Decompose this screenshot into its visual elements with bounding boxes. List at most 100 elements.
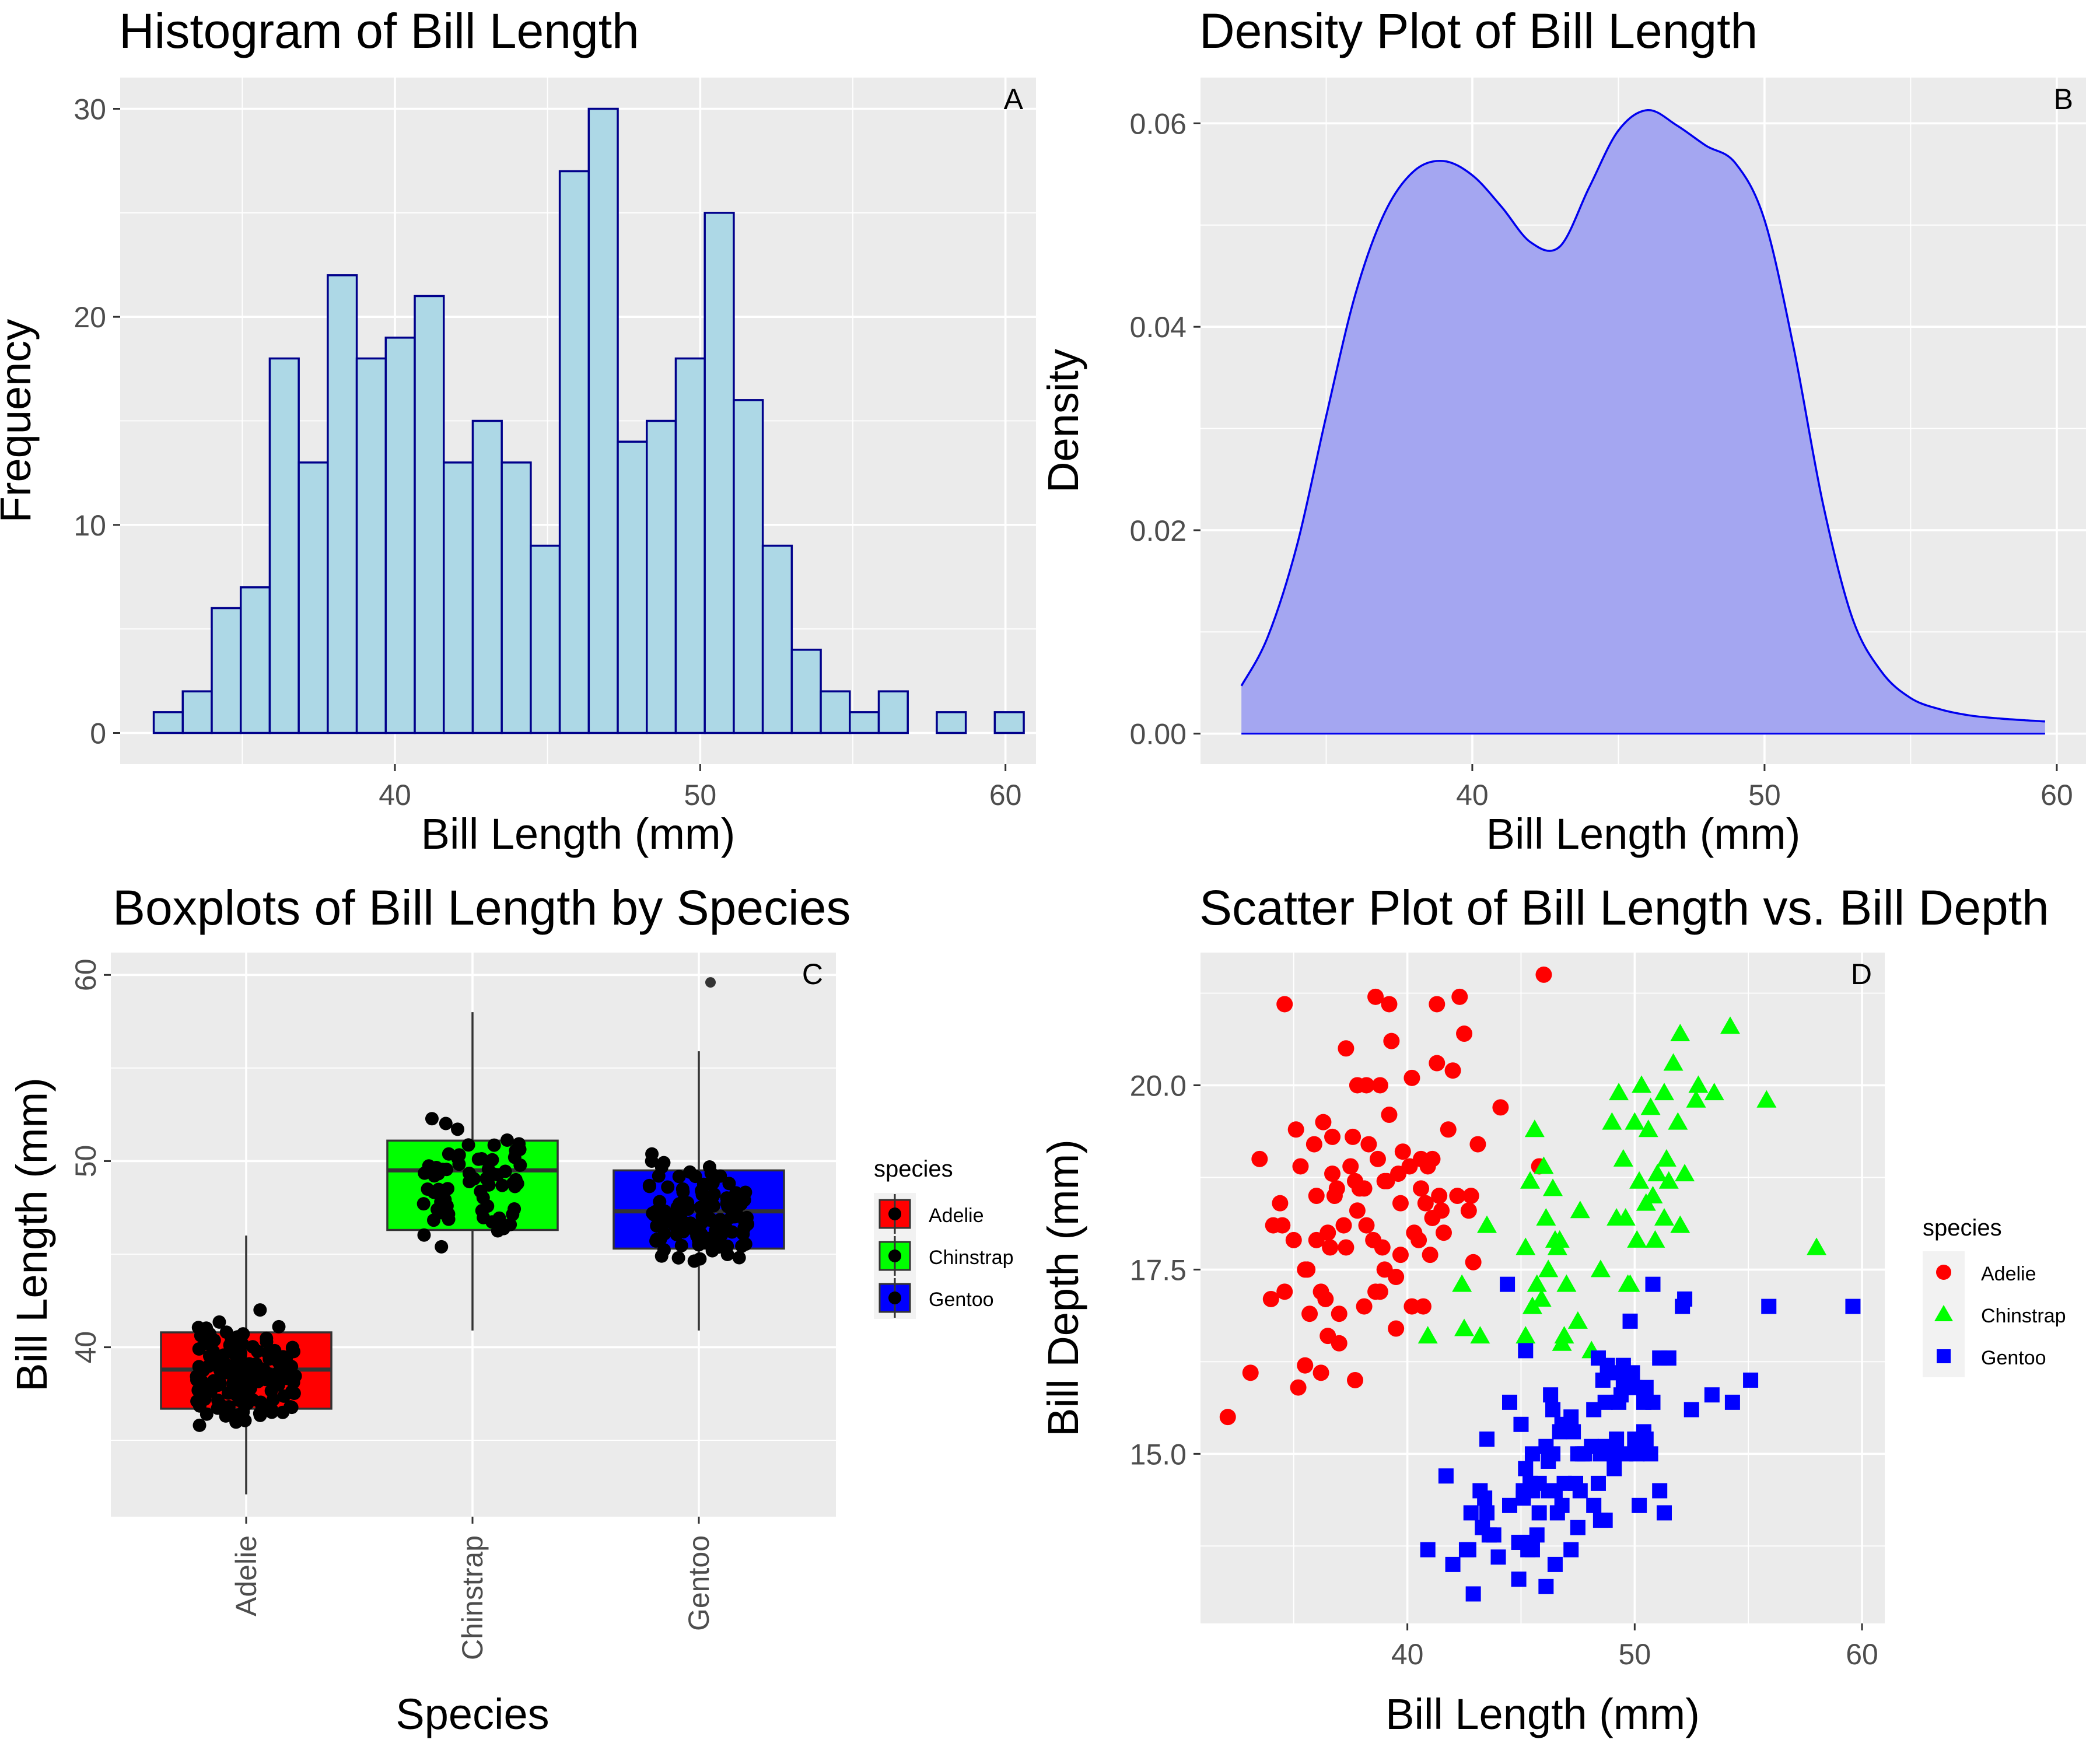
scatter-point-adelie	[1338, 1239, 1354, 1256]
y-axis-label: Bill Depth (mm)	[1039, 1139, 1087, 1437]
jitter-point	[676, 1182, 690, 1196]
scatter-point-adelie	[1345, 1128, 1362, 1145]
jitter-point	[509, 1172, 523, 1186]
scatter-point-chinstrap	[1663, 1053, 1684, 1071]
panel-tag: C	[802, 958, 823, 991]
x-tick-label: Adelie	[230, 1535, 262, 1616]
scatter-point-gentoo	[1652, 1483, 1668, 1499]
legend-key-marker	[1937, 1349, 1951, 1363]
jitter-point	[286, 1376, 300, 1390]
scatter-point-gentoo	[1502, 1497, 1517, 1513]
chart-title: Histogram of Bill Length	[119, 4, 639, 58]
jitter-point	[495, 1178, 509, 1192]
scatter-point-gentoo	[1543, 1387, 1559, 1403]
jitter-point	[192, 1342, 206, 1356]
legend-title: species	[874, 1156, 953, 1182]
scatter-point-adelie	[1392, 1247, 1409, 1264]
legend-key-marker	[1934, 1305, 1953, 1321]
scatter-point-adelie	[1317, 1290, 1334, 1307]
jitter-point	[508, 1202, 522, 1216]
x-tick-label: 50	[1619, 1638, 1651, 1671]
scatter-point-chinstrap	[1640, 1097, 1661, 1115]
scatter-point-gentoo	[1622, 1313, 1638, 1329]
scatter-point-chinstrap	[1654, 1083, 1674, 1101]
histogram-bar	[355, 357, 387, 734]
scatter-point-chinstrap	[1609, 1083, 1629, 1101]
x-tick-label: Chinstrap	[456, 1535, 489, 1660]
scatter-point-adelie	[1312, 1364, 1329, 1381]
scatter-point-chinstrap	[1538, 1259, 1559, 1278]
scatter-point-adelie	[1431, 1188, 1448, 1205]
scatter-point-gentoo	[1531, 1505, 1547, 1521]
jitter-point	[654, 1249, 668, 1263]
scatter-point-adelie	[1381, 1107, 1398, 1124]
jitter-point	[212, 1315, 226, 1329]
scatter-point-gentoo	[1845, 1298, 1861, 1314]
scatter-point-adelie	[1335, 1217, 1352, 1234]
legend-title: species	[1923, 1215, 2002, 1241]
scatter-point-chinstrap	[1654, 1208, 1674, 1226]
scatter-point-adelie	[1369, 1150, 1386, 1167]
jitter-point	[192, 1418, 206, 1432]
scatter-point-chinstrap	[1570, 1200, 1590, 1219]
scatter-point-gentoo	[1572, 1483, 1588, 1499]
jitter-point	[439, 1116, 453, 1130]
scatter-point-adelie	[1433, 1202, 1450, 1219]
panel-tag: D	[1851, 958, 1872, 991]
scatter-point-adelie	[1413, 1180, 1430, 1197]
scatter-point-gentoo	[1638, 1432, 1654, 1447]
jitter-point	[503, 1217, 517, 1231]
jitter-point	[692, 1238, 706, 1252]
jitter-point	[657, 1156, 671, 1170]
y-axis-label: Frequency	[0, 319, 40, 523]
jitter-point	[661, 1180, 675, 1194]
scatter-point-gentoo	[1538, 1578, 1554, 1594]
x-tick-label: 40	[1391, 1638, 1424, 1671]
scatter-point-gentoo	[1743, 1372, 1759, 1388]
x-tick-label: 50	[684, 779, 717, 811]
scatter-point-chinstrap	[1477, 1215, 1497, 1233]
jitter-point	[284, 1400, 298, 1414]
x-tick-label: 60	[989, 779, 1022, 811]
jitter-point	[645, 1154, 659, 1168]
scatter-point-chinstrap	[1670, 1215, 1690, 1233]
scatter-point-gentoo	[1545, 1446, 1561, 1462]
scatter-point-adelie	[1388, 1269, 1405, 1286]
scatter-point-gentoo	[1563, 1409, 1579, 1425]
scatter-point-adelie	[1417, 1195, 1434, 1212]
jitter-point	[480, 1172, 494, 1186]
histogram-bar	[384, 337, 416, 734]
histogram-bar	[327, 274, 358, 734]
scatter-point-adelie	[1371, 1283, 1388, 1300]
scatter-point-adelie	[1331, 1335, 1348, 1352]
histogram-bar	[936, 711, 967, 734]
scatter-point-adelie	[1404, 1298, 1420, 1315]
scatter-point-chinstrap	[1524, 1119, 1545, 1138]
scatter-point-adelie	[1338, 1040, 1354, 1057]
scatter-point-gentoo	[1500, 1276, 1516, 1292]
scatter-point-chinstrap	[1625, 1112, 1645, 1130]
x-tick-label: 60	[1846, 1638, 1878, 1671]
scatter-point-adelie	[1349, 1202, 1366, 1219]
jitter-point	[706, 1199, 720, 1213]
scatter-point-gentoo	[1590, 1475, 1606, 1491]
x-axis-label: Bill Length (mm)	[421, 810, 736, 858]
histogram-bar	[239, 586, 271, 734]
histogram-bar	[414, 295, 445, 734]
jitter-point	[207, 1334, 221, 1348]
scatter-point-gentoo	[1563, 1542, 1579, 1558]
jitter-point	[671, 1251, 685, 1265]
scatter-point-chinstrap	[1675, 1164, 1695, 1182]
jitter-point	[262, 1371, 276, 1385]
scatter-point-adelie	[1435, 1224, 1452, 1241]
scatter-point-gentoo	[1420, 1542, 1436, 1558]
scatter-point-adelie	[1276, 1283, 1293, 1300]
scatter-point-gentoo	[1438, 1468, 1454, 1484]
jitter-point	[221, 1386, 235, 1400]
y-axis-label: Density	[1039, 349, 1087, 493]
jitter-point	[246, 1340, 260, 1354]
scatter-point-gentoo	[1463, 1505, 1479, 1521]
scatter-point-adelie	[1290, 1379, 1307, 1396]
scatter-point-chinstrap	[1418, 1326, 1438, 1344]
scatter-point-gentoo	[1529, 1527, 1545, 1543]
